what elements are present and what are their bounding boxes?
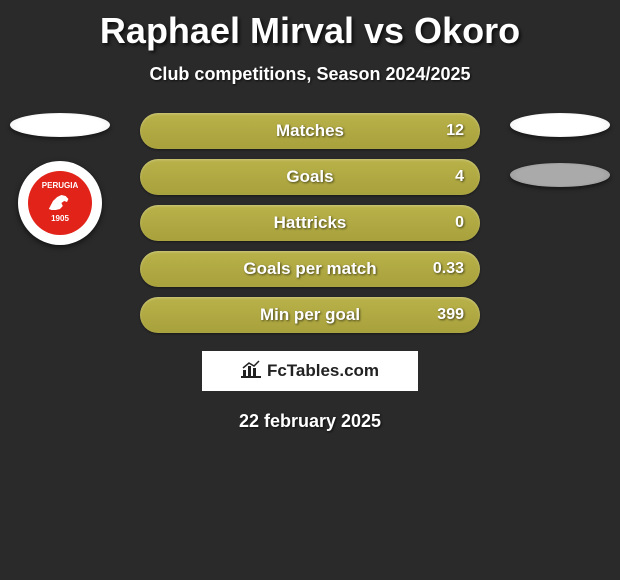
- stat-row-matches: Matches 12: [140, 113, 480, 149]
- page-title: Raphael Mirval vs Okoro: [0, 0, 620, 52]
- stat-value: 0.33: [433, 260, 464, 278]
- chart-icon: [241, 360, 261, 383]
- stat-value: 0: [455, 214, 464, 232]
- stat-value: 399: [437, 306, 464, 324]
- stat-row-goals-per-match: Goals per match 0.33: [140, 251, 480, 287]
- stat-row-min-per-goal: Min per goal 399: [140, 297, 480, 333]
- club-placeholder-ellipse: [510, 163, 610, 187]
- stat-label: Goals: [286, 167, 333, 187]
- stat-label: Min per goal: [260, 305, 360, 325]
- brand-text: FcTables.com: [267, 361, 379, 381]
- right-player-column: [510, 113, 610, 187]
- stat-value: 4: [455, 168, 464, 186]
- club-badge-top-text: PERUGIA: [42, 182, 78, 191]
- left-player-column: PERUGIA 1905: [10, 113, 110, 245]
- stats-list: Matches 12 Goals 4 Hattricks 0 Goals per…: [140, 113, 480, 333]
- stat-label: Hattricks: [274, 213, 347, 233]
- stat-row-goals: Goals 4: [140, 159, 480, 195]
- club-badge: PERUGIA 1905: [18, 161, 102, 245]
- player-placeholder-ellipse: [510, 113, 610, 137]
- stat-label: Matches: [276, 121, 344, 141]
- content-region: PERUGIA 1905 Matches 12 Goals 4 Hattrick…: [0, 113, 620, 432]
- stat-label: Goals per match: [243, 259, 376, 279]
- club-badge-year: 1905: [51, 215, 69, 224]
- stat-value: 12: [446, 122, 464, 140]
- stat-row-hattricks: Hattricks 0: [140, 205, 480, 241]
- club-badge-inner: PERUGIA 1905: [28, 171, 92, 235]
- player-placeholder-ellipse: [10, 113, 110, 137]
- date-text: 22 february 2025: [0, 411, 620, 432]
- griffin-icon: [46, 193, 74, 213]
- brand-box[interactable]: FcTables.com: [202, 351, 418, 391]
- subtitle: Club competitions, Season 2024/2025: [0, 64, 620, 85]
